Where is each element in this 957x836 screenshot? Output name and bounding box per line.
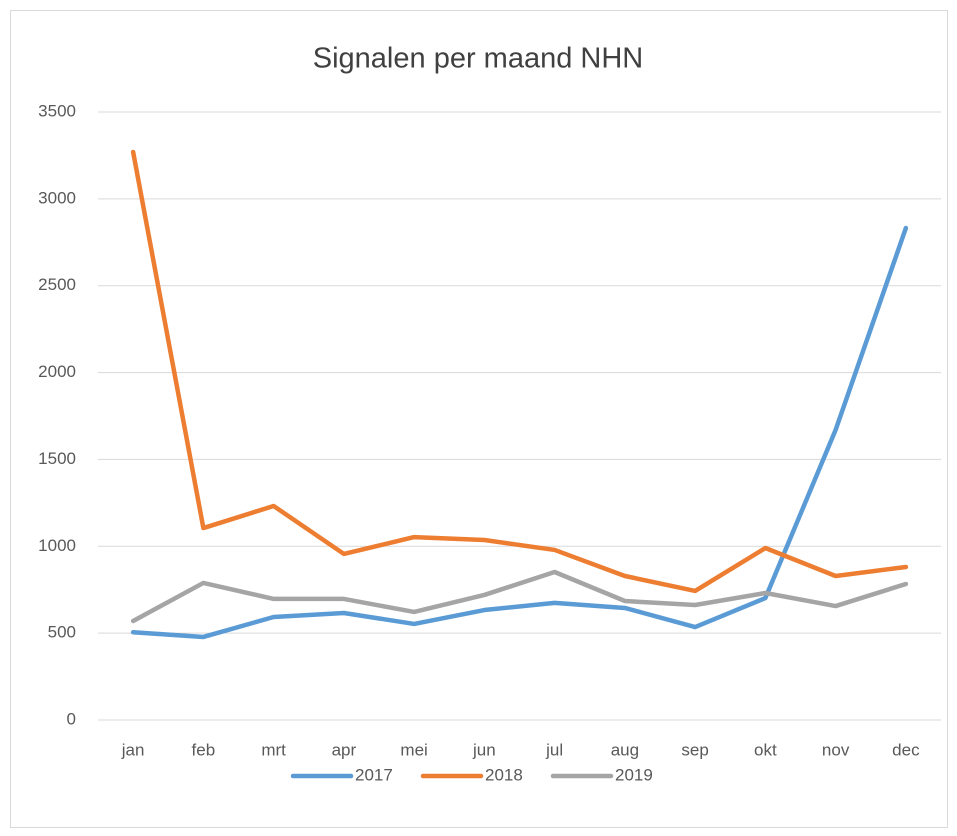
x-tick-label: dec: [892, 740, 920, 759]
x-tick-label: okt: [754, 740, 777, 759]
y-tick-label: 500: [48, 623, 76, 642]
legend-label: 2019: [615, 765, 653, 784]
x-tick-label: apr: [332, 740, 357, 759]
legend-label: 2018: [485, 765, 523, 784]
chart-frame: [10, 10, 948, 828]
line-series: [130, 225, 909, 640]
legend-label: 2017: [355, 765, 393, 784]
x-tick-label: jun: [472, 740, 496, 759]
y-tick-label: 2500: [38, 275, 76, 294]
y-tick-label: 3000: [38, 188, 76, 207]
chart-title: Signalen per maand NHN: [313, 43, 643, 75]
x-tick-label: feb: [192, 740, 216, 759]
y-tick-label: 2000: [38, 362, 76, 381]
line-series: [130, 569, 909, 624]
x-tick-label: mrt: [261, 740, 286, 759]
x-tick-label: nov: [822, 740, 850, 759]
y-tick-label: 1000: [38, 536, 76, 555]
line-series: [130, 149, 909, 594]
x-tick-label: sep: [681, 740, 708, 759]
x-tick-label: jul: [545, 740, 563, 759]
y-tick-label: 1500: [38, 449, 76, 468]
x-tick-label: jan: [121, 740, 145, 759]
x-tick-label: aug: [611, 740, 639, 759]
y-tick-label: 0: [67, 709, 76, 728]
y-tick-label: 3500: [38, 101, 76, 120]
x-tick-label: mei: [400, 740, 427, 759]
